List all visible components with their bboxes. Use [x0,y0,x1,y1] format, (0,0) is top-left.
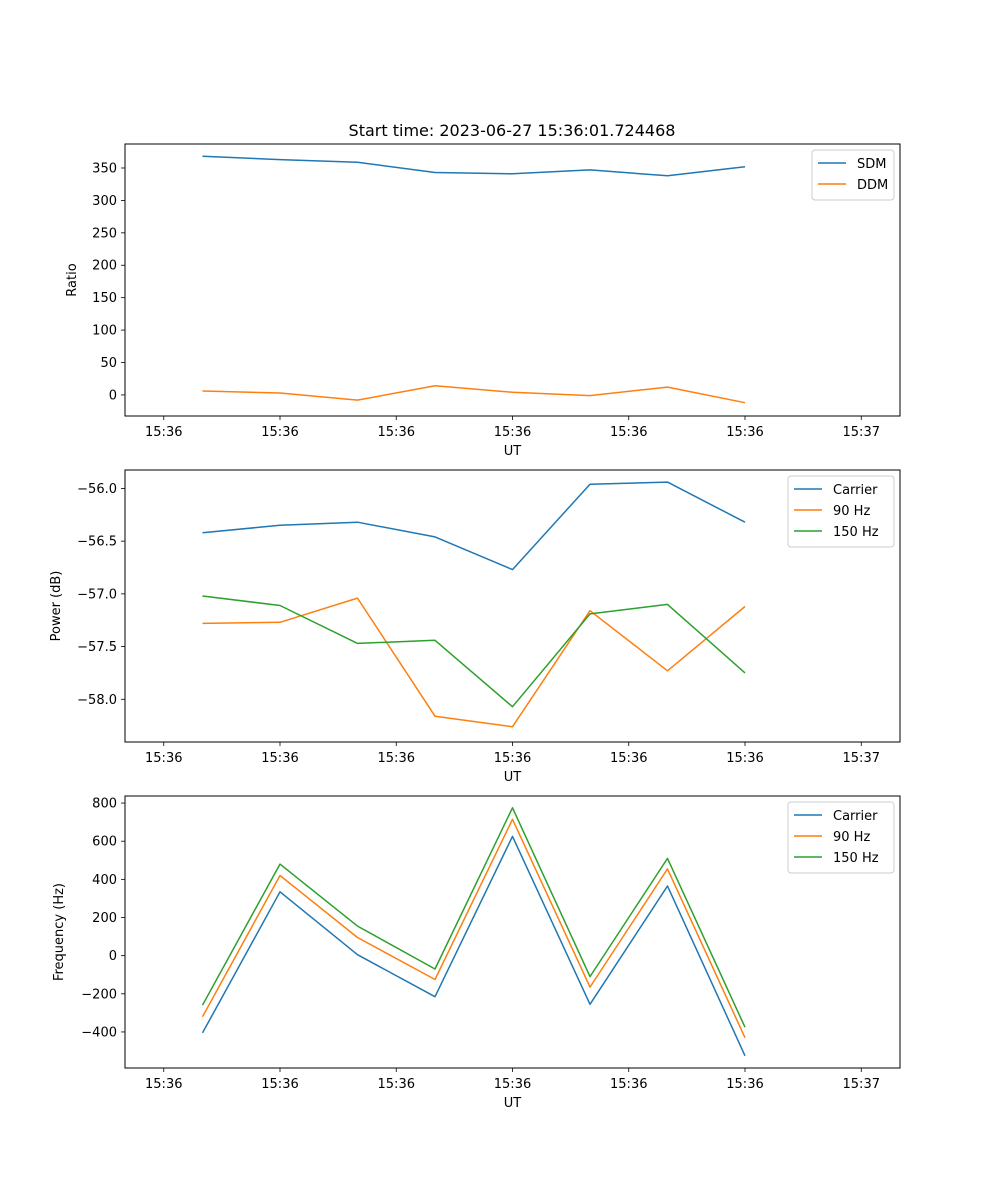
y-axis-label: Power (dB) [49,571,64,642]
x-tick-label: 15:36 [145,1077,182,1092]
x-tick-label: 15:36 [261,751,298,766]
y-tick-label: 300 [92,194,117,209]
legend-entry: Carrier [833,809,878,824]
y-tick-label: 200 [92,911,117,926]
series-line-90-hz [202,597,746,728]
series-line-ddm [202,385,746,404]
y-tick-label: 0 [109,388,117,403]
y-tick-label: 200 [92,259,117,274]
y-tick-label: 350 [92,161,117,176]
legend-entry: 90 Hz [833,830,870,845]
legend-entry: SDM [857,157,886,172]
x-tick-label: 15:37 [843,751,880,766]
legend-entry: 150 Hz [833,851,879,866]
series-line-carrier [201,835,746,1057]
x-tick-label: 15:36 [378,425,415,440]
power-panel: −58.0 −57.5 −57.0 −56.5 −56.0 15:36 15:36 15:36… [49,469,901,785]
x-tick-label: 15:36 [378,1077,415,1092]
series-line-90-hz [201,818,746,1039]
legend-box [787,801,895,874]
legend: Carrier 90 Hz 150 Hz [787,475,895,548]
x-tick-label: 15:36 [145,751,182,766]
x-tick-label: 15:36 [145,425,182,440]
x-tick-label: 15:36 [610,751,647,766]
legend: Carrier 90 Hz 150 Hz [787,801,895,874]
y-tick-label: 100 [92,324,117,339]
x-tick-label: 15:36 [494,1077,531,1092]
frequency-panel: −400 −200 0 200 400 600 800 15:36 15:36 15:36 15:3… [52,795,901,1111]
ratio-panel: 0 50 100 150 200 250 300 350 15:36 15:36 15:36 15:3… [65,143,901,459]
y-tick-label: 250 [92,226,117,241]
legend-entry: Carrier [833,483,878,498]
x-axis-label: UT [504,444,522,459]
y-tick-label: −400 [81,1025,117,1040]
x-tick-label: 15:36 [610,1077,647,1092]
legend-entry: 90 Hz [833,504,870,519]
y-tick-label: −56.0 [77,482,117,497]
y-tick-label: 600 [92,835,117,850]
x-tick-label: 15:36 [494,751,531,766]
series-line-150-hz [201,807,746,1028]
y-tick-label: 400 [92,873,117,888]
y-tick-label: −200 [81,987,117,1002]
y-tick-label: 0 [109,949,117,964]
figure-title: Start time: 2023-06-27 15:36:01.724468 [349,121,676,140]
y-tick-label: 800 [92,797,117,812]
y-tick-label: 150 [92,291,117,306]
x-tick-label: 15:36 [726,425,763,440]
y-axis-label: Ratio [65,263,80,296]
x-tick-label: 15:36 [494,425,531,440]
y-tick-label: −57.5 [77,640,117,655]
series-line-150-hz [202,595,746,708]
x-axis-label: UT [504,1096,522,1111]
x-tick-label: 15:36 [378,751,415,766]
y-tick-label: 50 [100,356,117,371]
x-tick-label: 15:36 [261,425,298,440]
y-axis-label: Frequency (Hz) [52,883,67,981]
legend-entry: DDM [857,178,888,193]
x-tick-label: 15:36 [726,751,763,766]
x-tick-label: 15:36 [610,425,647,440]
legend: SDM DDM [811,149,895,201]
legend-box [787,475,895,548]
series-line-carrier [202,481,746,571]
y-tick-label: −56.5 [77,535,117,550]
x-tick-label: 15:37 [843,1077,880,1092]
x-tick-label: 15:36 [261,1077,298,1092]
series-line-sdm [202,155,746,177]
x-tick-label: 15:37 [843,425,880,440]
x-axis-label: UT [504,770,522,785]
y-tick-label: −58.0 [77,693,117,708]
y-tick-label: −57.0 [77,587,117,602]
legend-entry: 150 Hz [833,525,879,540]
x-tick-label: 15:36 [726,1077,763,1092]
